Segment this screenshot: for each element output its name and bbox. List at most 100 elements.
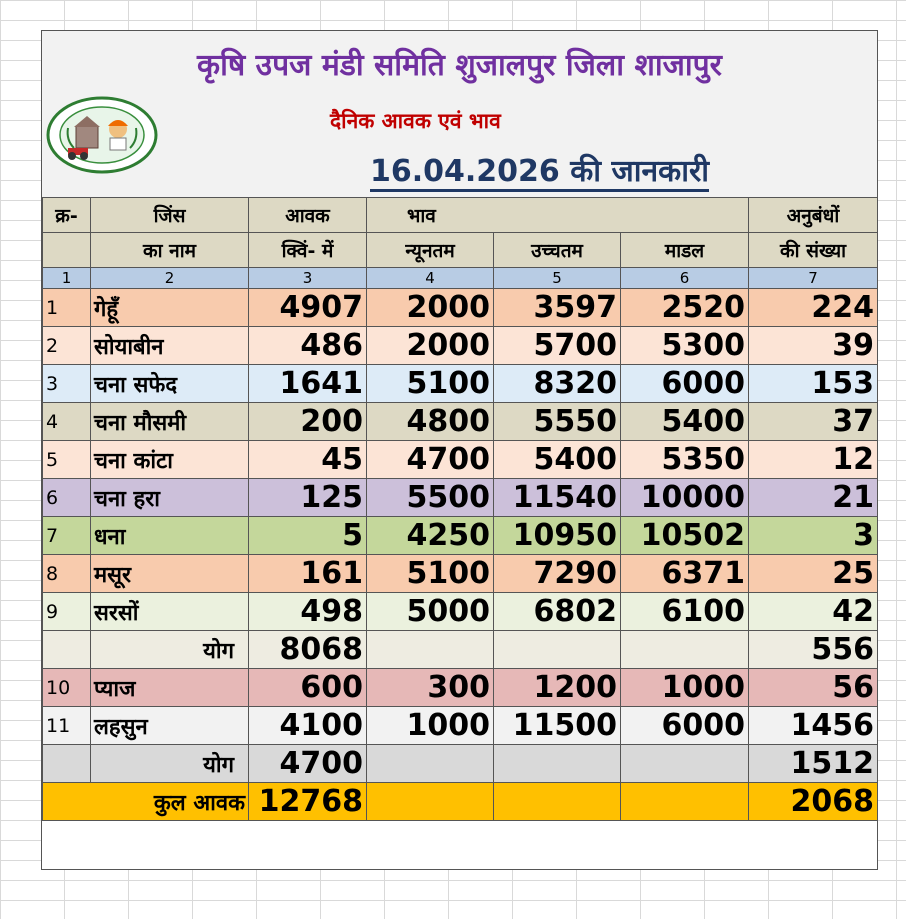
- row-arrival: 45: [248, 440, 367, 479]
- subtotal-blank: [493, 744, 621, 783]
- row-sno: 8: [42, 554, 91, 593]
- subtotal-arrival: 4700: [248, 744, 367, 783]
- grand-total-blank: [493, 782, 621, 821]
- col-contracts-header-2: की संख्या: [748, 232, 878, 268]
- row-max-price: 1200: [493, 668, 621, 707]
- row-min-price: 4250: [366, 516, 494, 555]
- mandi-rate-sheet: कृषि उपज मंडी समिति शुजालपुर जिला शाजापु…: [41, 30, 878, 870]
- row-max-price: 5700: [493, 326, 621, 365]
- col-min-header: न्यूनतम: [366, 232, 494, 268]
- row-sno: 10: [42, 668, 91, 707]
- row-model-price: 5350: [620, 440, 749, 479]
- table-row: 11 लहसुन 4100 1000 11500 6000 1456: [42, 706, 878, 745]
- row-model-price: 5400: [620, 402, 749, 441]
- row-model-price: 5300: [620, 326, 749, 365]
- subtotal-label: योग: [90, 630, 249, 669]
- subtotal-blank: [493, 630, 621, 669]
- row-contracts: 37: [748, 402, 878, 441]
- row-model-price: 6000: [620, 706, 749, 745]
- grand-total-blank: [366, 782, 494, 821]
- subtotal-blank: [366, 630, 494, 669]
- grand-total-label: कुल आवक: [42, 782, 249, 821]
- subtotal-blank: [366, 744, 494, 783]
- row-commodity: लहसुन: [90, 706, 249, 745]
- row-commodity: सोयाबीन: [90, 326, 249, 365]
- col-model-header: माडल: [620, 232, 749, 268]
- row-arrival: 486: [248, 326, 367, 365]
- col-contracts-header-1: अनुबंधों: [748, 197, 878, 233]
- grand-total-contracts: 2068: [748, 782, 878, 821]
- col-arrival-header-2: क्विं- में: [248, 232, 367, 268]
- row-model-price: 6371: [620, 554, 749, 593]
- rates-table: क्र- जिंस आवक भाव अनुबंधों का नाम क्विं-…: [42, 197, 878, 821]
- row-model-price: 10502: [620, 516, 749, 555]
- row-commodity: चना हरा: [90, 478, 249, 517]
- row-sno: 3: [42, 364, 91, 403]
- row-commodity: प्याज: [90, 668, 249, 707]
- row-sno: 7: [42, 516, 91, 555]
- row-max-price: 6802: [493, 592, 621, 631]
- row-max-price: 11540: [493, 478, 621, 517]
- subtotal-blank: [42, 744, 91, 783]
- table-row: 10 प्याज 600 300 1200 1000 56: [42, 668, 878, 707]
- row-max-price: 10950: [493, 516, 621, 555]
- row-contracts: 25: [748, 554, 878, 593]
- row-commodity: धना: [90, 516, 249, 555]
- table-row: 8 मसूर 161 5100 7290 6371 25: [42, 554, 878, 593]
- row-min-price: 300: [366, 668, 494, 707]
- row-max-price: 7290: [493, 554, 621, 593]
- col-number: 5: [493, 267, 621, 289]
- col-number: 2: [90, 267, 249, 289]
- row-min-price: 4800: [366, 402, 494, 441]
- row-min-price: 1000: [366, 706, 494, 745]
- row-sno: 2: [42, 326, 91, 365]
- header-row-2: का नाम क्विं- में न्यूनतम उच्चतम माडल की…: [42, 232, 878, 268]
- row-contracts: 56: [748, 668, 878, 707]
- row-contracts: 39: [748, 326, 878, 365]
- grand-total-arrival: 12768: [248, 782, 367, 821]
- row-commodity: सरसों: [90, 592, 249, 631]
- subtotal-row: योग 8068 556: [42, 630, 878, 669]
- subtotal-arrival: 8068: [248, 630, 367, 669]
- row-sno: 6: [42, 478, 91, 517]
- col-number: 7: [748, 267, 878, 289]
- grand-total-row: कुल आवक 12768 2068: [42, 782, 878, 821]
- page-subtitle: दैनिक आवक एवं भाव: [330, 109, 501, 133]
- subtotal-blank: [620, 744, 749, 783]
- row-arrival: 1641: [248, 364, 367, 403]
- row-arrival: 600: [248, 668, 367, 707]
- row-max-price: 8320: [493, 364, 621, 403]
- col-number: 6: [620, 267, 749, 289]
- row-max-price: 5550: [493, 402, 621, 441]
- row-sno: 11: [42, 706, 91, 745]
- col-max-header: उच्चतम: [493, 232, 621, 268]
- col-number: 4: [366, 267, 494, 289]
- subtotal-contracts: 556: [748, 630, 878, 669]
- row-min-price: 5100: [366, 554, 494, 593]
- row-min-price: 5500: [366, 478, 494, 517]
- col-name-header-2: का नाम: [90, 232, 249, 268]
- row-arrival: 125: [248, 478, 367, 517]
- row-model-price: 6100: [620, 592, 749, 631]
- row-arrival: 200: [248, 402, 367, 441]
- subtotal-label: योग: [90, 744, 249, 783]
- page-title: कृषि उपज मंडी समिति शुजालपुर जिला शाजापु…: [197, 48, 722, 83]
- col-number: 3: [248, 267, 367, 289]
- table-row: 7 धना 5 4250 10950 10502 3: [42, 516, 878, 555]
- row-model-price: 2520: [620, 288, 749, 327]
- col-price-header: भाव: [366, 197, 749, 233]
- row-model-price: 10000: [620, 478, 749, 517]
- subtotal-blank: [620, 630, 749, 669]
- row-commodity: गेहूँ: [90, 288, 249, 327]
- row-contracts: 3: [748, 516, 878, 555]
- row-arrival: 5: [248, 516, 367, 555]
- row-contracts: 12: [748, 440, 878, 479]
- col-arrival-header-1: आवक: [248, 197, 367, 233]
- table-row: 2 सोयाबीन 486 2000 5700 5300 39: [42, 326, 878, 365]
- subtotal-row: योग 4700 1512: [42, 744, 878, 783]
- row-max-price: 3597: [493, 288, 621, 327]
- table-row: 6 चना हरा 125 5500 11540 10000 21: [42, 478, 878, 517]
- row-contracts: 21: [748, 478, 878, 517]
- row-min-price: 4700: [366, 440, 494, 479]
- row-commodity: चना कांटा: [90, 440, 249, 479]
